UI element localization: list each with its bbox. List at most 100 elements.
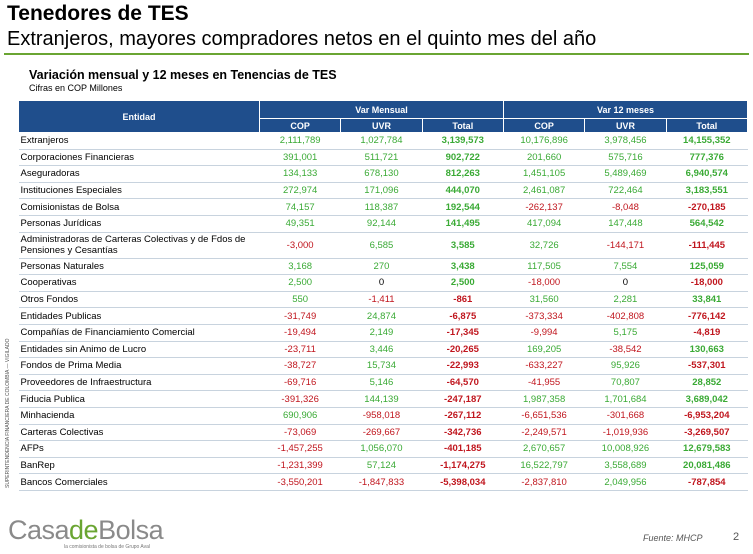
table-row: Comisionistas de Bolsa 74,157 118,387 192,5… [18,198,748,216]
entity-cell: Minhacienda [18,407,260,425]
value-cell: 169,205 [503,341,585,359]
value-cell: 444,070 [422,182,504,200]
value-cell: -5,398,034 [422,473,504,491]
entity-cell: Personas Jurídicas [18,215,260,233]
table-row: Aseguradoras 134,133 678,130 812,263 1,451,1… [18,165,748,183]
page-title: Tenedores de TES [7,2,189,25]
vigilado-text: SUPERINTENDENCIA FINANCIERA DE COLOMBIA … [5,338,11,488]
value-cell: -861 [422,291,504,309]
table-row: Instituciones Especiales 272,974 171,096 44… [18,182,748,200]
entity-cell: Entidades Publicas [18,307,260,325]
logo-text-de: de [69,515,99,545]
entity-cell: Personas Naturales [18,258,260,276]
value-cell: 134,133 [259,165,341,183]
col-header-entity: Entidad [18,100,260,133]
value-cell: 391,001 [259,149,341,167]
value-cell: -1,174,275 [422,457,504,475]
value-cell: 31,560 [503,291,585,309]
value-cell: 2,149 [340,324,423,342]
value-cell: 10,008,926 [584,440,667,458]
value-cell: -958,018 [340,407,423,425]
value-cell: -1,019,936 [584,424,667,442]
value-cell: 125,059 [666,258,748,276]
entity-cell: AFPs [18,440,260,458]
value-cell: 171,096 [340,182,423,200]
entity-cell: Cooperativas [18,274,260,292]
value-cell: 33,841 [666,291,748,309]
value-cell: -18,000 [666,274,748,292]
col-header-total-monthly: Total [421,118,504,133]
value-cell: -20,265 [422,341,504,359]
value-cell: 201,660 [503,149,585,167]
source-note: Fuente: MHCP [643,533,703,543]
value-cell: 3,978,456 [584,132,667,150]
col-header-uvr-monthly: UVR [340,118,423,133]
value-cell: 2,670,657 [503,440,585,458]
table-row: Minhacienda 690,906 -958,018 -267,112 -6,651… [18,407,748,425]
value-cell: 117,505 [503,258,585,276]
value-cell: 16,522,797 [503,457,585,475]
value-cell: 722,464 [584,182,667,200]
value-cell: 678,130 [340,165,423,183]
value-cell: -31,749 [259,307,341,325]
value-cell: 3,585 [422,232,504,259]
value-cell: -3,550,201 [259,473,341,491]
value-cell: 272,974 [259,182,341,200]
value-cell: 24,874 [340,307,423,325]
table-row: Entidades sin Animo de Lucro -23,711 3,446… [18,341,748,359]
value-cell: 92,144 [340,215,423,233]
value-cell: 3,558,689 [584,457,667,475]
value-cell: 902,722 [422,149,504,167]
col-group-monthly: Var Mensual [258,100,504,119]
value-cell: 32,726 [503,232,585,259]
value-cell: 511,721 [340,149,423,167]
value-cell: -4,819 [666,324,748,342]
entity-cell: Compañías de Financiamiento Comercial [18,324,260,342]
value-cell: 1,451,105 [503,165,585,183]
value-cell: -38,542 [584,341,667,359]
value-cell: 1,027,784 [340,132,423,150]
value-cell: 575,716 [584,149,667,167]
entity-cell: Entidades sin Animo de Lucro [18,341,260,359]
col-header-cop-monthly: COP [258,118,342,133]
value-cell: -787,854 [666,473,748,491]
value-cell: -6,953,204 [666,407,748,425]
value-cell: 141,495 [422,215,504,233]
value-cell: -1,457,255 [259,440,341,458]
value-cell: -23,711 [259,341,341,359]
entity-cell: Instituciones Especiales [18,182,260,200]
value-cell: 2,049,956 [584,473,667,491]
logo-text-bolsa: Bolsa [98,515,164,545]
value-cell: 1,701,684 [584,390,667,408]
value-cell: -19,494 [259,324,341,342]
value-cell: 12,679,583 [666,440,748,458]
value-cell: 57,124 [340,457,423,475]
value-cell: 74,157 [259,198,341,216]
value-cell: -73,069 [259,424,341,442]
value-cell: 2,500 [259,274,341,292]
value-cell: -1,231,399 [259,457,341,475]
value-cell: -9,994 [503,324,585,342]
value-cell: -144,171 [584,232,667,259]
col-header-uvr-12m: UVR [584,118,667,133]
value-cell: -269,667 [340,424,423,442]
table-row: AFPs -1,457,255 1,056,070 -401,185 2,670,657… [18,440,748,458]
entity-cell: Comisionistas de Bolsa [18,198,260,216]
table-row: Fondos de Prima Media -38,727 15,734 -22,99… [18,357,748,375]
value-cell: -2,837,810 [503,473,585,491]
value-cell: -111,445 [666,232,748,259]
table-title: Variación mensual y 12 meses en Tenencia… [29,68,337,82]
value-cell: 15,734 [340,357,423,375]
value-cell: -22,993 [422,357,504,375]
value-cell: -262,137 [503,198,585,216]
entity-cell: Extranjeros [18,132,260,150]
value-cell: 5,146 [340,374,423,392]
value-cell: 3,438 [422,258,504,276]
value-cell: -3,000 [259,232,341,259]
table-row: Corporaciones Financieras 391,001 511,721 9… [18,149,748,167]
value-cell: 812,263 [422,165,504,183]
value-cell: 777,376 [666,149,748,167]
value-cell: -38,727 [259,357,341,375]
value-cell: 564,542 [666,215,748,233]
value-cell: 95,926 [584,357,667,375]
